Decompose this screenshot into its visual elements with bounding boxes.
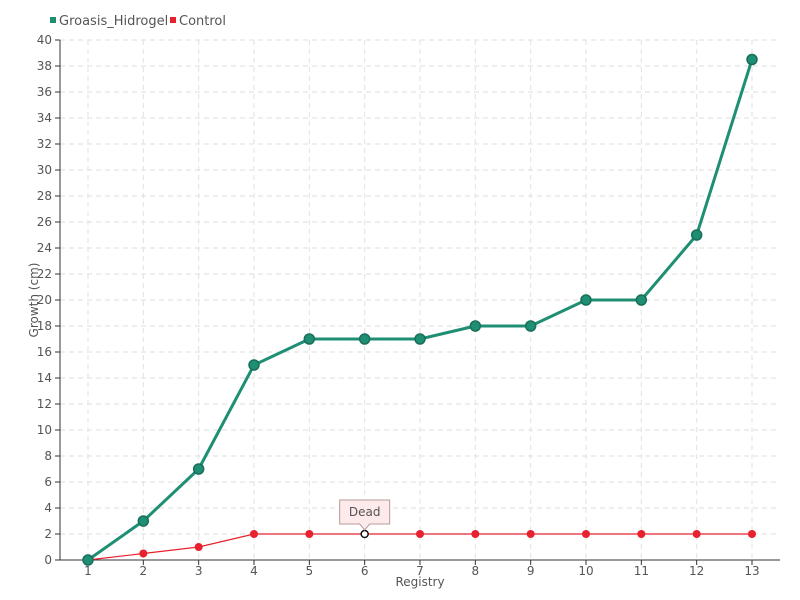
data-point[interactable] xyxy=(194,543,203,551)
y-tick-label: 14 xyxy=(37,371,52,385)
y-axis-title: Growth (cm) xyxy=(27,263,41,338)
y-tick-label: 0 xyxy=(44,553,52,567)
x-tick-label: 7 xyxy=(416,564,424,578)
y-tick-label: 12 xyxy=(37,397,52,411)
annotation-layer: Dead xyxy=(339,499,391,539)
legend-label-control: Control xyxy=(179,14,226,29)
y-tick-label: 40 xyxy=(37,33,52,47)
y-tick-label: 22 xyxy=(37,267,52,281)
y-tick-label: 26 xyxy=(37,215,52,229)
y-tick-label: 36 xyxy=(37,85,52,99)
legend-label-groasis: Groasis_Hidrogel xyxy=(59,14,168,29)
data-point[interactable] xyxy=(250,530,258,538)
data-point[interactable] xyxy=(305,530,314,538)
y-tick-label: 4 xyxy=(44,501,52,515)
legend-item-groasis[interactable]: Groasis_Hidrogel xyxy=(50,14,168,29)
data-point[interactable] xyxy=(637,530,646,538)
series-groasis-hidrogel xyxy=(82,53,758,566)
legend-swatch-control xyxy=(170,17,176,23)
y-tick-label: 2 xyxy=(44,527,52,541)
data-point[interactable] xyxy=(580,294,592,306)
y-tick-label: 24 xyxy=(37,241,52,255)
x-tick-label: 11 xyxy=(634,564,649,578)
data-point[interactable] xyxy=(303,333,316,345)
y-tick-label: 18 xyxy=(37,319,52,333)
y-tick-label: 8 xyxy=(44,449,52,463)
x-tick-label: 3 xyxy=(195,564,203,578)
grid-lines xyxy=(60,39,780,560)
x-tick-label: 5 xyxy=(306,564,314,578)
legend-swatch-groasis xyxy=(50,17,56,23)
annotation-tooltip: Dead xyxy=(339,499,391,539)
y-tick-label: 34 xyxy=(37,111,52,125)
data-point[interactable] xyxy=(690,229,703,241)
x-tick-label: 6 xyxy=(361,564,369,578)
tooltip-box xyxy=(339,499,391,531)
data-point[interactable] xyxy=(748,530,756,538)
x-tick-label: 1 xyxy=(84,564,92,578)
x-tick-label: 9 xyxy=(527,564,535,578)
data-point[interactable] xyxy=(137,515,150,527)
legend: Groasis_Hidrogel Control xyxy=(50,14,226,29)
data-point[interactable] xyxy=(139,549,148,558)
y-tick-label: 28 xyxy=(37,189,52,203)
data-point[interactable] xyxy=(192,463,205,475)
data-point[interactable] xyxy=(692,530,701,538)
data-point[interactable] xyxy=(248,359,260,371)
data-point[interactable] xyxy=(471,530,480,538)
y-tick-label: 10 xyxy=(37,423,52,437)
series-control xyxy=(84,530,756,564)
data-point[interactable] xyxy=(635,294,648,306)
data-point[interactable] xyxy=(416,530,424,538)
data-point[interactable] xyxy=(414,333,426,345)
data-point[interactable] xyxy=(524,320,537,332)
data-point[interactable] xyxy=(358,333,371,345)
data-point[interactable] xyxy=(526,530,535,538)
x-tick-label: 4 xyxy=(250,564,258,578)
tooltip-label: Dead xyxy=(349,505,381,519)
y-tick-label: 32 xyxy=(37,137,52,151)
data-point[interactable] xyxy=(582,530,590,538)
x-tick-label: 12 xyxy=(689,564,704,578)
data-point[interactable] xyxy=(82,554,94,566)
highlighted-point[interactable] xyxy=(360,529,369,539)
y-tick-label: 30 xyxy=(37,163,52,177)
y-tick-label: 16 xyxy=(37,345,52,359)
x-tick-label: 8 xyxy=(472,564,480,578)
legend-item-control[interactable]: Control xyxy=(170,14,226,29)
y-tick-label: 20 xyxy=(37,293,52,307)
x-tick-label: 10 xyxy=(578,564,593,578)
y-tick-label: 38 xyxy=(37,59,52,73)
data-point[interactable] xyxy=(469,320,482,332)
series-layer xyxy=(82,53,758,566)
x-tick-labels: 1 2 3 4 5 6 7 8 9 10 11 12 13 xyxy=(84,560,760,578)
y-tick-label: 6 xyxy=(44,475,52,489)
data-point[interactable] xyxy=(746,53,758,66)
x-axis-title: Registry xyxy=(395,575,444,589)
x-tick-label: 13 xyxy=(744,564,759,578)
x-tick-label: 2 xyxy=(140,564,148,578)
